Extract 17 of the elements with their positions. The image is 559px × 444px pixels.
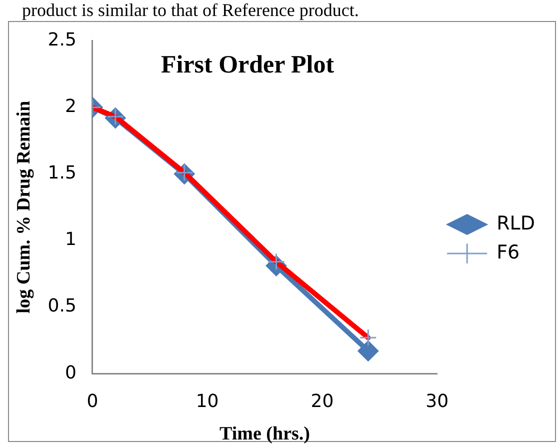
y-tick-label: 1.5 bbox=[48, 162, 76, 184]
x-tick-label: 30 bbox=[426, 391, 449, 412]
y-tick-label: 1 bbox=[64, 229, 76, 250]
legend-label: RLD bbox=[496, 212, 536, 234]
y-tick-label: 0.5 bbox=[48, 296, 76, 317]
y-tick-label: 0 bbox=[64, 362, 76, 384]
chart-title: First Order Plot bbox=[160, 51, 335, 78]
y-tick-label: 2 bbox=[64, 96, 76, 118]
point bbox=[358, 340, 379, 362]
x-tick-label: 0 bbox=[86, 391, 98, 412]
x-tick-label: 20 bbox=[310, 391, 334, 412]
x-axis-title: Time (hrs.) bbox=[220, 424, 310, 444]
legend-label: F6 bbox=[496, 241, 520, 264]
y-tick-label: 2.5 bbox=[48, 29, 76, 50]
y-axis-title: log Cum. % Drug Remain bbox=[13, 100, 34, 314]
text: product is similar to that of Reference product. bbox=[22, 0, 359, 20]
x-tick-label: 10 bbox=[196, 391, 219, 412]
